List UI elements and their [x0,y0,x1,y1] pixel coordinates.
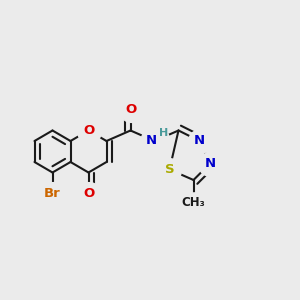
Text: CH₃: CH₃ [182,196,206,209]
Text: H: H [159,128,168,139]
Text: Br: Br [44,187,61,200]
Text: N: N [204,157,216,170]
Text: S: S [165,163,174,176]
Text: N: N [146,134,157,148]
Text: O: O [125,103,136,116]
Text: O: O [83,187,94,200]
Text: N: N [194,134,205,148]
Text: O: O [83,124,94,137]
